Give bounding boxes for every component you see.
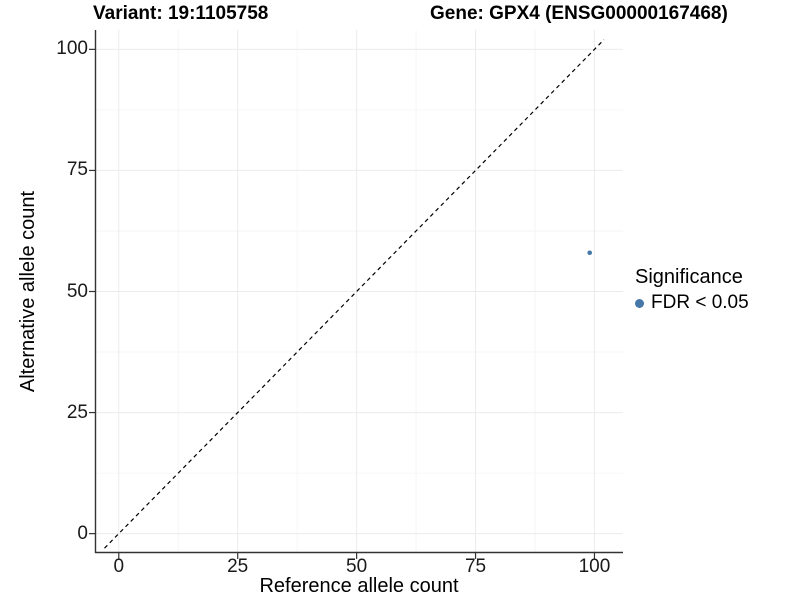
identity-line	[104, 39, 605, 549]
y-tick-label: 100	[56, 38, 88, 60]
x-tick-label: 25	[227, 556, 249, 577]
x-tick-label: 75	[464, 556, 487, 577]
scatter-plot-canvas	[89, 30, 623, 559]
x-tick-label: 0	[113, 556, 125, 577]
y-tick-label: 50	[66, 280, 88, 302]
plot-panel	[89, 30, 623, 559]
plot-title-gene: Gene: GPX4 (ENSG00000167468)	[430, 3, 728, 24]
y-tick-label: 0	[77, 522, 88, 544]
y-tick-label: 75	[66, 159, 88, 181]
y-axis-title: Alternative allele count	[17, 190, 39, 393]
data-point	[587, 250, 593, 256]
legend-title: Significance	[635, 266, 743, 288]
y-tick-label: 25	[66, 401, 88, 423]
plot-title-variant: Variant: 19:1105758	[93, 3, 269, 24]
legend-point-icon	[635, 298, 644, 308]
x-axis-title: Reference allele count	[259, 575, 459, 597]
x-tick-label: 50	[346, 556, 368, 577]
legend-item: FDR < 0.05	[635, 292, 749, 314]
legend: Significance FDR < 0.05	[635, 266, 749, 314]
legend-item-label: FDR < 0.05	[651, 292, 749, 313]
x-tick-label: 100	[578, 556, 611, 577]
